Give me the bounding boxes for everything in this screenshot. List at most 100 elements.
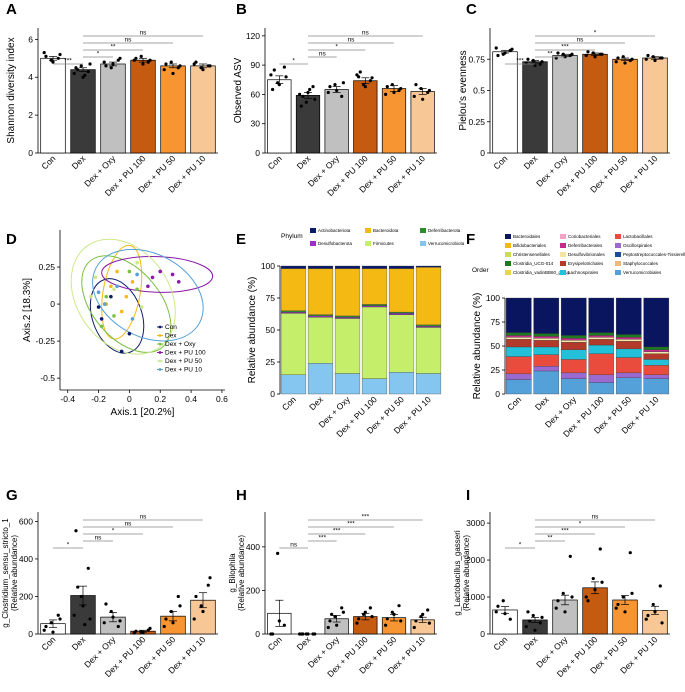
data-point bbox=[282, 65, 286, 69]
data-point bbox=[368, 606, 372, 610]
legend-swatch bbox=[615, 234, 621, 239]
data-point bbox=[176, 280, 181, 284]
data-point bbox=[146, 284, 150, 289]
legend-swatch bbox=[560, 243, 566, 248]
data-point bbox=[306, 90, 310, 95]
data-point bbox=[88, 62, 92, 66]
legend-label: Verrucomicrobiales bbox=[623, 270, 662, 275]
data-point bbox=[72, 613, 76, 617]
data-point bbox=[653, 58, 657, 63]
stacked-segment bbox=[388, 314, 415, 373]
legend-label: Bacteroidales bbox=[513, 234, 541, 239]
significance-label: *** bbox=[347, 521, 355, 528]
stacked-segment bbox=[280, 374, 307, 395]
y-axis-title: Axis.2 [18.3%] bbox=[22, 278, 33, 342]
data-point bbox=[658, 584, 662, 588]
data-point bbox=[96, 305, 101, 309]
data-point bbox=[427, 621, 431, 625]
data-point bbox=[328, 84, 332, 89]
data-point bbox=[630, 591, 634, 595]
y-tick-label: 3000 bbox=[466, 518, 485, 528]
legend-label: Firmicutes bbox=[373, 241, 395, 246]
legend-marker bbox=[158, 334, 162, 337]
data-point bbox=[508, 617, 512, 621]
stacked-segment bbox=[588, 353, 615, 375]
legend-label: Christensenellales bbox=[513, 252, 551, 257]
data-point bbox=[44, 54, 48, 59]
stacked-segment bbox=[361, 305, 388, 308]
data-point bbox=[496, 604, 500, 608]
stacked-segment bbox=[560, 372, 587, 379]
stacked-segment bbox=[615, 348, 642, 358]
y-tick-label: 200 bbox=[19, 591, 33, 601]
significance-label: ns bbox=[140, 514, 148, 521]
data-point bbox=[109, 609, 113, 614]
stacked-segment bbox=[615, 372, 642, 378]
legend-label: Deferribacterales bbox=[568, 243, 603, 248]
data-point bbox=[83, 73, 87, 77]
legend-marker bbox=[158, 342, 162, 346]
bar bbox=[130, 59, 156, 154]
legend-label: Lactobacillales bbox=[623, 234, 653, 239]
data-point bbox=[621, 595, 625, 599]
data-point bbox=[528, 619, 532, 623]
bar bbox=[642, 57, 668, 154]
data-point bbox=[538, 621, 542, 625]
data-point bbox=[533, 628, 537, 632]
y-tick-label: 4 bbox=[28, 72, 33, 82]
stacked-segment bbox=[505, 339, 532, 348]
stacked-segment bbox=[533, 366, 560, 372]
data-point bbox=[340, 606, 344, 610]
data-point bbox=[301, 94, 305, 98]
data-point bbox=[644, 617, 648, 621]
data-point bbox=[623, 610, 627, 614]
x-tick-label: Con bbox=[266, 634, 284, 652]
data-point bbox=[644, 57, 648, 61]
data-point bbox=[141, 630, 145, 635]
data-point bbox=[326, 90, 330, 95]
stacked-segment bbox=[533, 370, 560, 395]
data-point bbox=[86, 69, 90, 74]
x-tick-label: Con bbox=[39, 153, 57, 171]
y-tick-label: 30 bbox=[251, 119, 261, 129]
significance-label: ns bbox=[577, 37, 585, 44]
data-point bbox=[276, 551, 280, 555]
stacked-segment bbox=[560, 378, 587, 395]
y-tick-label: 25 bbox=[266, 357, 276, 367]
data-point bbox=[301, 632, 305, 636]
data-point bbox=[192, 617, 196, 621]
legend-swatch bbox=[310, 228, 316, 233]
stacked-segment bbox=[361, 306, 388, 379]
data-point bbox=[370, 614, 374, 619]
data-point bbox=[277, 619, 281, 623]
data-point bbox=[83, 623, 87, 627]
stacked-segment bbox=[643, 365, 670, 375]
data-point bbox=[118, 619, 122, 623]
data-point bbox=[169, 60, 173, 64]
legend-label: Deferribacterota bbox=[428, 228, 461, 233]
data-point bbox=[335, 623, 339, 627]
data-point bbox=[199, 604, 203, 608]
significance-label: * bbox=[519, 542, 522, 549]
data-point bbox=[102, 60, 106, 64]
legend-label: Dex + PU 10 bbox=[165, 367, 202, 374]
significance-label: *** bbox=[561, 44, 569, 51]
stacked-segment bbox=[560, 297, 587, 336]
y-axis-title: Relative abundance (%) bbox=[472, 293, 483, 400]
data-point bbox=[112, 314, 116, 318]
data-point bbox=[208, 64, 212, 68]
data-point bbox=[148, 58, 152, 62]
data-point bbox=[109, 66, 113, 70]
significance-label: ns bbox=[348, 37, 356, 44]
stacked-segment bbox=[615, 339, 642, 342]
data-point bbox=[119, 349, 124, 354]
y-tick-label: 0.25 bbox=[468, 117, 485, 127]
panel-letter: F bbox=[466, 231, 475, 248]
legend-swatch bbox=[615, 243, 621, 248]
y-tick-label: 400 bbox=[19, 554, 33, 564]
data-point bbox=[56, 613, 60, 617]
data-point bbox=[89, 294, 93, 299]
stacked-segment bbox=[361, 268, 388, 305]
legend-label: Con bbox=[165, 324, 177, 331]
